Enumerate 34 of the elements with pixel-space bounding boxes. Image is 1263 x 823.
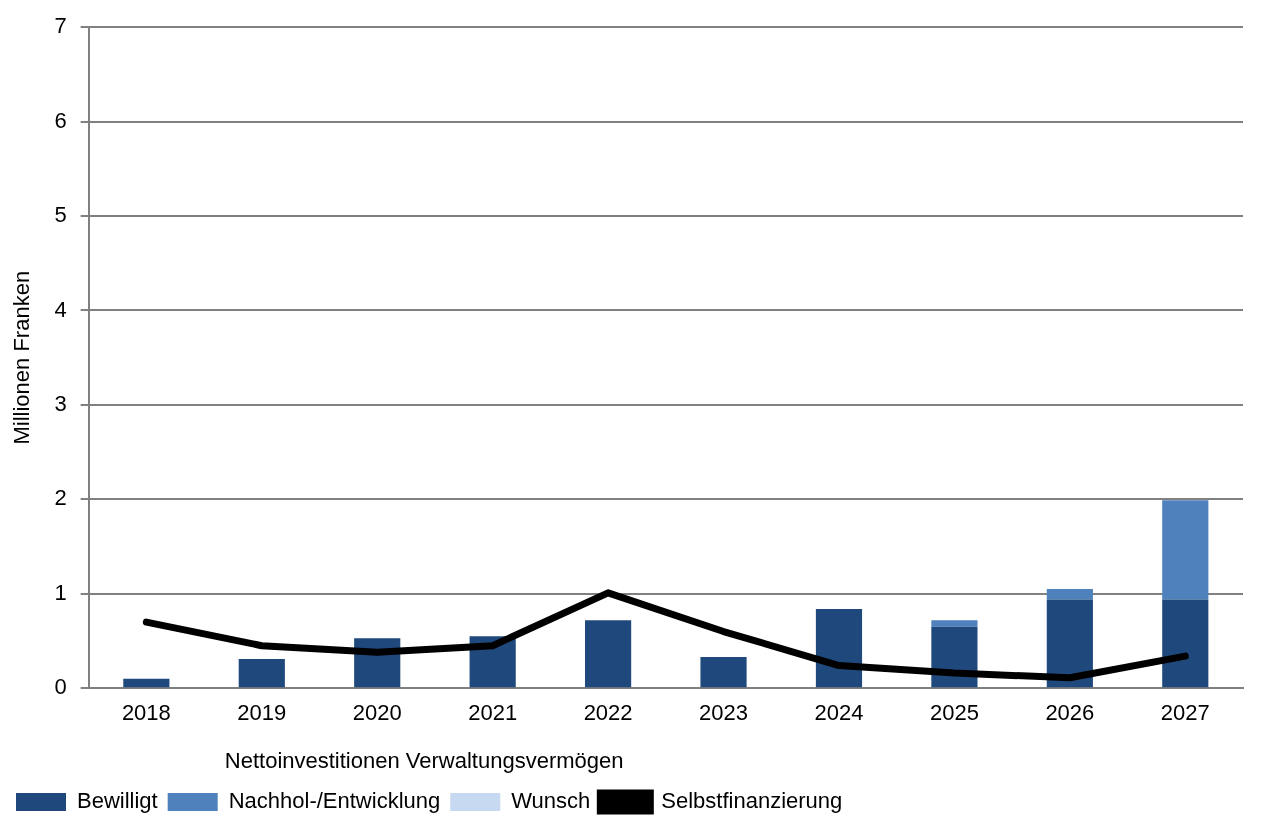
y-tick-label: 6 [54,107,67,133]
y-tick-label: 1 [54,579,67,605]
y-tick-label: 4 [54,296,67,322]
x-tick-label: 2022 [583,700,633,726]
x-tick-label: 2023 [699,700,749,726]
y-axis-title: Millionen Franken [9,270,35,445]
bar [123,678,170,688]
x-tick-label: 2018 [121,700,171,726]
x-tick-label: 2019 [237,700,287,726]
x-tick-label: 2021 [468,700,518,726]
y-tick-label: 7 [54,13,67,39]
legend-label: Nachhol-/Entwicklung [228,788,441,814]
bar [1046,599,1093,688]
x-tick-label: 2020 [352,700,402,726]
y-tick-label: 0 [54,674,67,700]
bar [815,608,863,688]
x-tick-label: 2027 [1160,700,1210,726]
y-tick-label: 3 [54,390,67,416]
bar [585,620,632,688]
bar [700,657,747,688]
x-tick-label: 2026 [1045,700,1095,726]
legend-label: Selbstfinanzierung [661,788,843,814]
bar [1162,500,1209,600]
bar [1162,599,1209,688]
x-tick-label: 2025 [929,700,979,726]
bar [931,620,978,627]
y-tick-label: 2 [54,485,67,511]
legend-title: Nettoinvestitionen Verwaltungsvermögen [224,747,624,773]
bar [238,658,285,688]
legend-label: Bewilligt [77,788,158,814]
bar [1046,589,1093,600]
legend-label: Wunsch [511,788,591,814]
y-tick-label: 5 [54,202,67,228]
x-tick-label: 2024 [814,700,864,726]
